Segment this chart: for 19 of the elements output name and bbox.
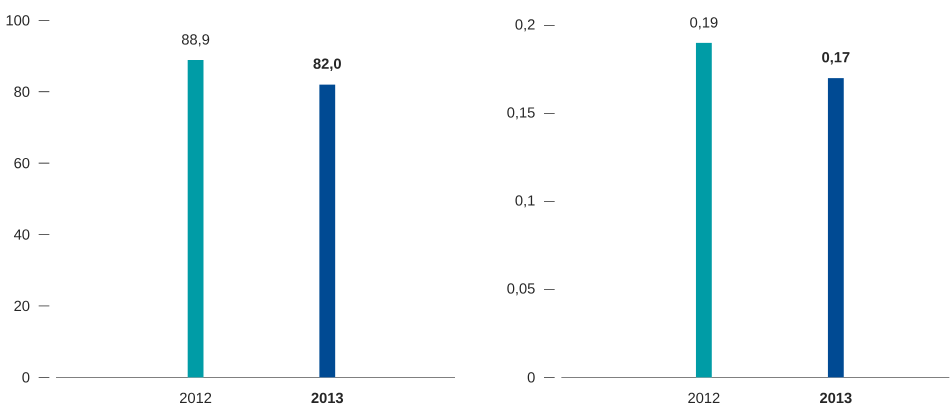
y-tick-label: 100 — [6, 15, 30, 26]
y-tick-label: 0,2 — [515, 19, 535, 32]
data-label: 88,9 — [182, 34, 210, 46]
y-tick-label: 0 — [22, 372, 30, 383]
y-tick-label: 0,15 — [507, 107, 535, 120]
y-tick-label: 60 — [14, 158, 30, 168]
x-tick-label: 2012 — [180, 392, 212, 404]
y-tick-label: 0 — [528, 372, 535, 383]
data-label: 0,17 — [822, 52, 850, 65]
x-tick-label: 2012 — [688, 392, 720, 404]
y-tick-label: 20 — [14, 300, 30, 312]
data-label: 0,19 — [690, 17, 718, 30]
y-tick-label: 0,1 — [515, 195, 535, 208]
y-tick-label: 80 — [14, 86, 30, 97]
y-tick-label: 0,05 — [507, 283, 535, 296]
x-tick-label: 2013 — [311, 392, 344, 404]
y-tick-label: 40 — [14, 229, 30, 240]
x-tick-label: 2013 — [820, 392, 852, 404]
data-label: 82,0 — [313, 58, 341, 72]
